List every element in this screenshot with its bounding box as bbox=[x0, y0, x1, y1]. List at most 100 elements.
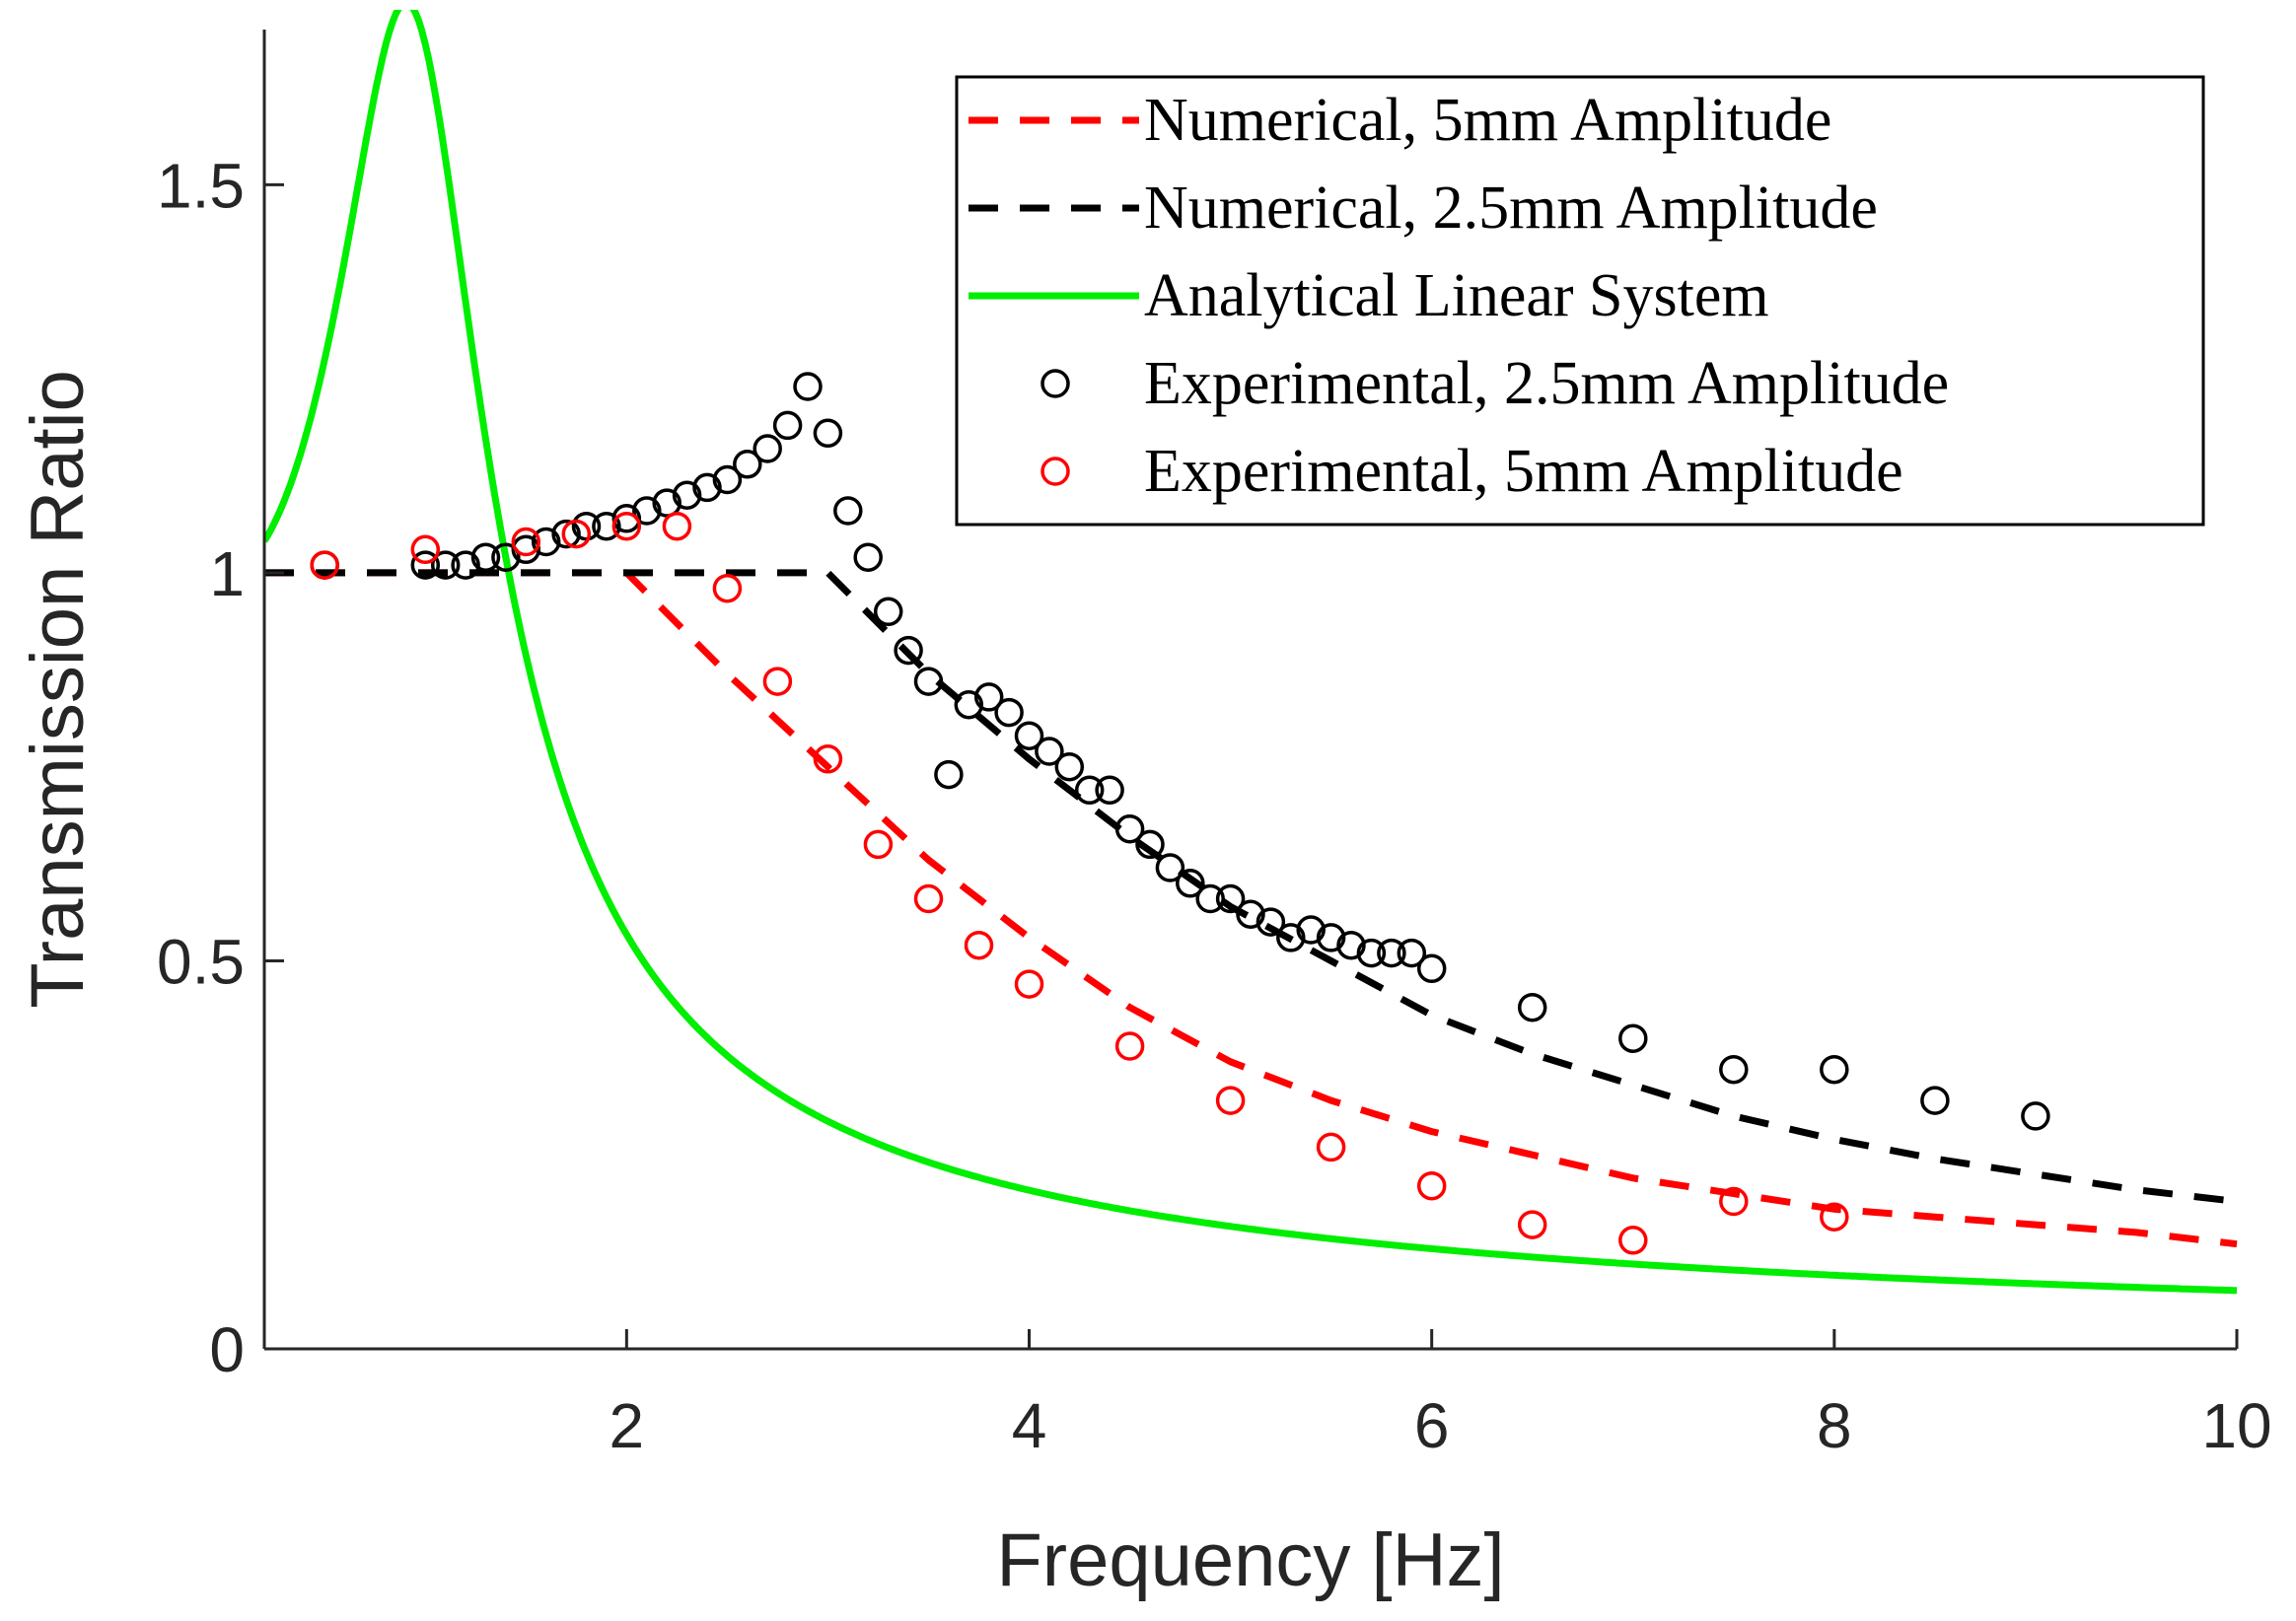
legend-label: Analytical Linear System bbox=[1144, 262, 1769, 329]
data-point bbox=[954, 689, 984, 720]
data-point bbox=[1054, 751, 1085, 782]
data-point bbox=[753, 434, 782, 463]
x-tick-label: 4 bbox=[1012, 1390, 1047, 1461]
data-point bbox=[772, 410, 803, 441]
data-point bbox=[994, 697, 1024, 728]
x-axis-title: Frequency [Hz] bbox=[996, 1518, 1504, 1602]
data-point bbox=[1820, 1054, 1849, 1085]
legend-label: Numerical, 5mm Amplitude bbox=[1144, 87, 1831, 154]
data-point bbox=[1517, 1210, 1547, 1239]
axes-layer: 2 4 6 8 10 0 0.5 1 1.5 bbox=[157, 30, 2272, 1461]
data-point bbox=[451, 550, 480, 580]
data-point bbox=[632, 496, 662, 526]
data-point bbox=[973, 682, 1004, 712]
data-point bbox=[1296, 915, 1326, 945]
data-point bbox=[1316, 1132, 1346, 1163]
data-point bbox=[1416, 1170, 1447, 1201]
data-point bbox=[611, 511, 642, 541]
data-point bbox=[410, 550, 441, 580]
legend-entry: Numerical, 5mm Amplitude bbox=[969, 87, 1831, 154]
data-point bbox=[470, 542, 501, 572]
data-point bbox=[561, 519, 592, 549]
legend-label: Experimental, 2.5mm Amplitude bbox=[1144, 350, 1949, 417]
data-point bbox=[1114, 1031, 1145, 1061]
data-point bbox=[733, 450, 762, 479]
legend-entry: Analytical Linear System bbox=[969, 262, 1769, 329]
data-point bbox=[511, 534, 541, 565]
legend: Numerical, 5mm Amplitude Numerical, 2.5mm… bbox=[955, 75, 2205, 527]
data-point bbox=[712, 464, 743, 495]
data-point bbox=[1135, 829, 1165, 860]
data-point bbox=[1719, 1186, 1749, 1217]
data-point bbox=[1256, 907, 1286, 937]
legend-entry: Numerical, 2.5mm Amplitude bbox=[969, 175, 1878, 242]
data-point bbox=[1719, 1054, 1749, 1085]
data-point bbox=[913, 667, 944, 696]
data-point bbox=[1114, 813, 1145, 844]
data-point bbox=[1377, 938, 1406, 968]
data-point bbox=[1014, 969, 1044, 999]
data-point bbox=[511, 527, 541, 557]
legend-entry: Experimental, 5mm Amplitude bbox=[1040, 438, 1903, 505]
x-tick-label: 2 bbox=[610, 1390, 645, 1461]
data-point bbox=[894, 635, 923, 666]
data-point bbox=[491, 542, 521, 572]
data-point bbox=[1215, 883, 1246, 914]
data-point bbox=[762, 667, 793, 696]
data-point bbox=[592, 511, 621, 541]
y-tick-label: 1 bbox=[209, 538, 245, 609]
data-point bbox=[1618, 1226, 1648, 1255]
data-point bbox=[1356, 938, 1387, 968]
x-tick-label: 8 bbox=[1817, 1390, 1852, 1461]
legend-label: Numerical, 2.5mm Amplitude bbox=[1144, 175, 1878, 242]
data-point bbox=[531, 527, 561, 557]
legend-marker bbox=[1040, 369, 1070, 398]
data-point bbox=[793, 372, 823, 401]
data-point bbox=[1618, 1023, 1648, 1053]
data-point bbox=[1176, 869, 1205, 898]
y-tick-label: 0 bbox=[209, 1314, 245, 1385]
x-tick-label: 10 bbox=[2201, 1390, 2271, 1461]
data-point bbox=[1074, 775, 1105, 806]
data-point bbox=[1336, 930, 1366, 960]
data-point bbox=[813, 418, 843, 449]
data-point bbox=[410, 534, 441, 565]
y-axis-title: Transmission Ratio bbox=[16, 370, 100, 1009]
y-tick-label: 1.5 bbox=[157, 150, 245, 221]
data-point bbox=[1215, 1086, 1246, 1115]
data-point bbox=[934, 759, 964, 790]
data-point bbox=[1316, 923, 1346, 952]
data-point bbox=[2021, 1101, 2050, 1131]
data-point bbox=[1517, 992, 1547, 1022]
data-point bbox=[712, 573, 743, 603]
data-point bbox=[1820, 1202, 1849, 1232]
data-point bbox=[430, 550, 461, 580]
legend-marker bbox=[1040, 457, 1070, 486]
data-point bbox=[662, 511, 692, 541]
data-point bbox=[692, 472, 722, 503]
data-point bbox=[310, 550, 339, 580]
data-point bbox=[551, 519, 581, 549]
x-tick-label: 6 bbox=[1414, 1390, 1450, 1461]
data-point bbox=[611, 504, 642, 533]
data-point bbox=[913, 883, 944, 914]
legend-entry: Experimental, 2.5mm Amplitude bbox=[1040, 350, 1949, 417]
series-layer bbox=[264, 10, 2238, 1295]
data-point bbox=[813, 744, 843, 774]
data-point bbox=[873, 597, 903, 627]
data-point bbox=[1920, 1086, 1950, 1115]
series-line-2 bbox=[264, 569, 2238, 1205]
data-point bbox=[863, 829, 894, 860]
series-line-3 bbox=[264, 10, 2238, 1295]
data-point bbox=[1035, 737, 1064, 766]
data-point bbox=[1014, 721, 1044, 750]
data-point bbox=[1276, 923, 1306, 952]
data-point bbox=[1155, 853, 1185, 882]
data-point bbox=[1195, 883, 1225, 914]
data-point bbox=[853, 542, 883, 572]
data-point bbox=[1095, 775, 1124, 806]
y-tick-label: 0.5 bbox=[157, 926, 245, 997]
data-point bbox=[833, 496, 863, 526]
data-point bbox=[1236, 899, 1265, 929]
